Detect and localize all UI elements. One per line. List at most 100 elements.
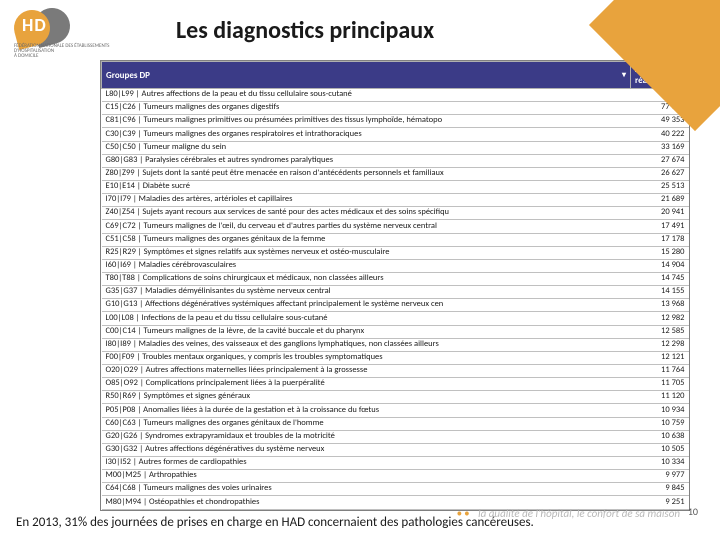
- logo-subtext: FÉDÉRATION NATIONALE DES ÉTABLISSEMENTS …: [14, 44, 109, 59]
- logo: HD FÉDÉRATION NATIONALE DES ÉTABLISSEMEN…: [14, 8, 84, 52]
- cell-value: 13 968: [631, 299, 689, 312]
- cell-value: 11 764: [631, 364, 689, 377]
- table-row: O20|O29 | Autres affections maternelles …: [102, 364, 689, 377]
- cell-code-label: M00|M25 | Arthropathies: [102, 470, 631, 483]
- cell-value: 9 977: [631, 470, 689, 483]
- cell-code-label: I30|I52 | Autres formes de cardiopathies: [102, 456, 631, 469]
- cell-value: 11 705: [631, 378, 689, 391]
- cell-value: 40 222: [631, 128, 689, 141]
- cell-code-label: C00|C14 | Tumeurs malignes de la lèvre, …: [102, 325, 631, 338]
- table-row: C81|C96 | Tumeurs malignes primitives ou…: [102, 115, 689, 128]
- cell-code-label: T80|T88 | Complications de soins chirurg…: [102, 272, 631, 285]
- table-row: I60|I69 | Maladies cérébrovasculaires14 …: [102, 259, 689, 272]
- cell-code-label: L00|L08 | Infections de la peau et du ti…: [102, 312, 631, 325]
- table-row: C00|C14 | Tumeurs malignes de la lèvre, …: [102, 325, 689, 338]
- col-groupes[interactable]: Groupes DP ▾: [102, 62, 631, 89]
- table-header-row: Groupes DP ▾ Journées réalisées: [102, 62, 689, 89]
- cell-value: 12 982: [631, 312, 689, 325]
- table-row: Z80|Z99 | Sujets dont la santé peut être…: [102, 167, 689, 180]
- cell-value: 10 934: [631, 404, 689, 417]
- cell-value: 9 845: [631, 483, 689, 496]
- cell-code-label: I60|I69 | Maladies cérébrovasculaires: [102, 259, 631, 272]
- cell-code-label: C69|C72 | Tumeurs malignes de l'œil, du …: [102, 220, 631, 233]
- table-row: T80|T88 | Complications de soins chirurg…: [102, 272, 689, 285]
- diagnostics-table-wrap: Groupes DP ▾ Journées réalisées L80|L99 …: [100, 60, 690, 511]
- table-row: L80|L99 | Autres affections de la peau e…: [102, 89, 689, 102]
- cell-code-label: C51|C58 | Tumeurs malignes des organes g…: [102, 233, 631, 246]
- table-row: F00|F09 | Troubles mentaux organiques, y…: [102, 351, 689, 364]
- cell-value: 14 155: [631, 286, 689, 299]
- table-row: G10|G13 | Affections dégénératives systé…: [102, 299, 689, 312]
- cell-code-label: G10|G13 | Affections dégénératives systé…: [102, 299, 631, 312]
- cell-code-label: P05|P08 | Anomalies liées à la durée de …: [102, 404, 631, 417]
- cell-value: 15 280: [631, 246, 689, 259]
- cell-code-label: R25|R29 | Symptômes et signes relatifs a…: [102, 246, 631, 259]
- table-row: M00|M25 | Arthropathies9 977: [102, 470, 689, 483]
- table-row: Z40|Z54 | Sujets ayant recours aux servi…: [102, 207, 689, 220]
- table-row: C15|C26 | Tumeurs malignes des organes d…: [102, 102, 689, 115]
- cell-code-label: O85|O92 | Complications principalement l…: [102, 378, 631, 391]
- cell-code-label: I70|I79 | Maladies des artères, artériol…: [102, 194, 631, 207]
- cell-code-label: Z80|Z99 | Sujets dont la santé peut être…: [102, 167, 631, 180]
- table-row: R25|R29 | Symptômes et signes relatifs a…: [102, 246, 689, 259]
- page-number: 10: [688, 505, 698, 518]
- logo-letters: HD: [22, 14, 47, 36]
- cell-value: 10 759: [631, 417, 689, 430]
- cell-value: 25 513: [631, 180, 689, 193]
- cell-value: 21 689: [631, 194, 689, 207]
- cell-value: 14 745: [631, 272, 689, 285]
- cell-value: 11 120: [631, 391, 689, 404]
- cell-code-label: G20|G26 | Syndromes extrapyramidaux et t…: [102, 430, 631, 443]
- cell-code-label: R50|R69 | Symptômes et signes généraux: [102, 391, 631, 404]
- cell-code-label: C81|C96 | Tumeurs malignes primitives ou…: [102, 115, 631, 128]
- cell-code-label: F00|F09 | Troubles mentaux organiques, y…: [102, 351, 631, 364]
- cell-value: 12 121: [631, 351, 689, 364]
- cell-value: 20 941: [631, 207, 689, 220]
- cell-code-label: G35|G37 | Maladies démyélinisantes du sy…: [102, 286, 631, 299]
- cell-code-label: C50|C50 | Tumeur maligne du sein: [102, 141, 631, 154]
- cell-code-label: L80|L99 | Autres affections de la peau e…: [102, 89, 631, 102]
- table-row: G80|G83 | Paralysies cérébrales et autre…: [102, 154, 689, 167]
- table-row: I70|I79 | Maladies des artères, artériol…: [102, 194, 689, 207]
- page-title: Les diagnostics principaux: [176, 16, 434, 45]
- table-row: C60|C63 | Tumeurs malignes des organes g…: [102, 417, 689, 430]
- table-row: C69|C72 | Tumeurs malignes de l'œil, du …: [102, 220, 689, 233]
- cell-value: 14 904: [631, 259, 689, 272]
- dots-icon: ••: [457, 507, 472, 520]
- cell-value: 17 491: [631, 220, 689, 233]
- cell-value: 12 585: [631, 325, 689, 338]
- table-row: C64|C68 | Tumeurs malignes des voies uri…: [102, 483, 689, 496]
- cell-code-label: G30|G32 | Autres affections dégénérative…: [102, 443, 631, 456]
- cell-value: 27 674: [631, 154, 689, 167]
- table-row: G20|G26 | Syndromes extrapyramidaux et t…: [102, 430, 689, 443]
- table-row: I30|I52 | Autres formes de cardiopathies…: [102, 456, 689, 469]
- cell-value: 10 334: [631, 456, 689, 469]
- cell-code-label: O20|O29 | Autres affections maternelles …: [102, 364, 631, 377]
- cell-code-label: C64|C68 | Tumeurs malignes des voies uri…: [102, 483, 631, 496]
- table-row: L00|L08 | Infections de la peau et du ti…: [102, 312, 689, 325]
- cell-code-label: C15|C26 | Tumeurs malignes des organes d…: [102, 102, 631, 115]
- cell-code-label: C60|C63 | Tumeurs malignes des organes g…: [102, 417, 631, 430]
- table-row: E10|E14 | Diabète sucré25 513: [102, 180, 689, 193]
- cell-value: 10 638: [631, 430, 689, 443]
- diagnostics-table: Groupes DP ▾ Journées réalisées L80|L99 …: [101, 61, 689, 510]
- table-row: C30|C39 | Tumeurs malignes des organes r…: [102, 128, 689, 141]
- table-row: O85|O92 | Complications principalement l…: [102, 378, 689, 391]
- table-row: P05|P08 | Anomalies liées à la durée de …: [102, 404, 689, 417]
- table-row: C50|C50 | Tumeur maligne du sein33 169: [102, 141, 689, 154]
- table-row: R50|R69 | Symptômes et signes généraux11…: [102, 391, 689, 404]
- cell-value: 12 298: [631, 338, 689, 351]
- filter-icon[interactable]: ▾: [622, 70, 626, 80]
- table-row: C51|C58 | Tumeurs malignes des organes g…: [102, 233, 689, 246]
- cell-code-label: Z40|Z54 | Sujets ayant recours aux servi…: [102, 207, 631, 220]
- cell-code-label: G80|G83 | Paralysies cérébrales et autre…: [102, 154, 631, 167]
- table-row: I80|I89 | Maladies des veines, des vaiss…: [102, 338, 689, 351]
- cell-code-label: C30|C39 | Tumeurs malignes des organes r…: [102, 128, 631, 141]
- cell-code-label: I80|I89 | Maladies des veines, des vaiss…: [102, 338, 631, 351]
- cell-value: 10 505: [631, 443, 689, 456]
- table-row: G35|G37 | Maladies démyélinisantes du sy…: [102, 286, 689, 299]
- cell-value: 33 169: [631, 141, 689, 154]
- cell-value: 26 627: [631, 167, 689, 180]
- footer-brand: •• la qualité de l'hôpital, le confort d…: [457, 507, 680, 520]
- table-row: G30|G32 | Autres affections dégénérative…: [102, 443, 689, 456]
